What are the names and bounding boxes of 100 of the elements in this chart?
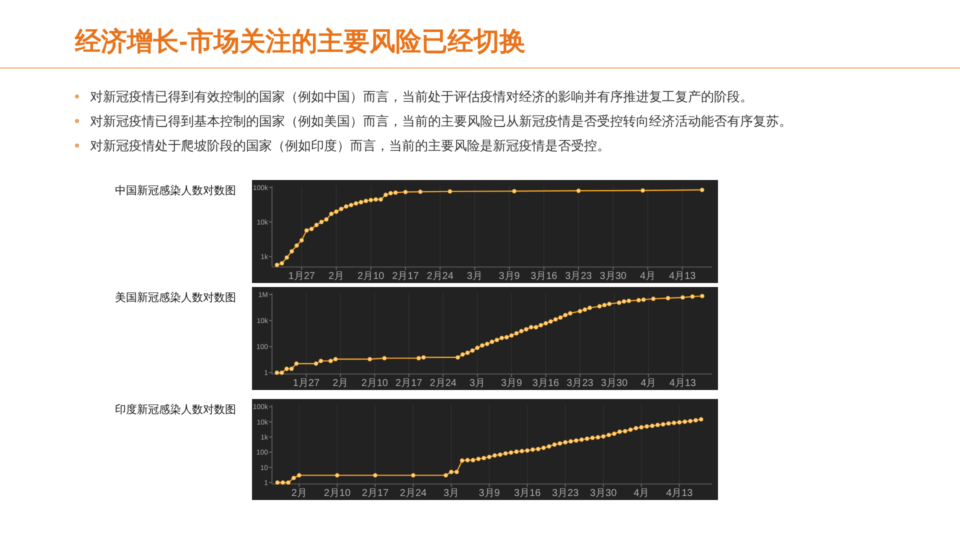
x-tick-label: 1月27 [288,271,316,282]
point [309,226,314,232]
point [444,473,448,478]
x-tick-label: 3月16 [514,488,542,499]
point [334,473,340,478]
point [416,356,421,360]
point [558,315,563,320]
x-tick-label: 3月9 [500,378,523,389]
point [274,370,280,375]
point [536,446,540,452]
point [284,366,289,372]
point [524,327,528,332]
point [348,202,354,208]
point [644,424,650,429]
text: 美国新冠感染人数对数图 [115,291,236,304]
point [579,437,584,442]
point [373,473,378,478]
point [682,419,688,424]
point [314,361,318,366]
x-tick-label: 2月17 [362,488,389,499]
point [563,440,568,444]
point [622,299,626,304]
point [324,217,329,222]
text: 中国新冠感染人数对数图 [115,184,236,197]
x-tick-label: 3月9 [498,271,520,282]
point [520,448,524,454]
point [672,420,676,426]
point [655,422,660,428]
x-tick-label: 4月 [634,488,650,499]
point [602,302,607,308]
point [563,312,568,318]
point [374,197,378,202]
x-tick-label: 3月16 [530,271,558,282]
point [286,480,290,485]
point [574,438,578,443]
point [304,228,309,233]
point [448,189,452,194]
x-tick-label: 2月10 [358,271,385,282]
point [294,243,299,248]
point [339,206,344,212]
point [280,480,286,485]
point [358,200,364,204]
point [470,458,476,462]
point [582,307,588,312]
x-tick-label: 2月24 [400,488,428,499]
x-tick-label: 3月 [466,271,482,282]
point [344,204,348,209]
point [334,209,338,214]
point [677,420,682,424]
x-tick-label: 3月 [470,378,486,389]
point [504,335,509,340]
point [284,255,290,260]
point [480,343,484,348]
point [568,311,572,316]
point [636,298,641,302]
point [680,295,685,300]
point [650,424,654,428]
point [558,441,562,446]
point [578,308,582,314]
point [364,198,368,204]
x-tick-label: 2月24 [430,378,457,389]
point [275,480,280,485]
text: 对新冠疫情处于爬坡阶段的国家（例如印度）而言，当前的主要风险是新冠疫情是否受控。 [90,138,610,153]
point [519,328,524,334]
point [484,342,490,346]
point [449,470,454,474]
point [546,444,552,449]
point [470,348,475,353]
point [289,366,294,372]
point [612,432,616,436]
point [590,436,595,440]
point [368,356,372,362]
point [388,191,393,196]
x-tick-label: 2月10 [361,378,388,389]
point [601,434,606,439]
point [639,425,644,430]
text: 经济增长-市场关注的主要风险已经切换 [74,26,526,56]
point [384,192,388,198]
point [328,358,333,364]
point [299,238,304,242]
point [475,346,480,350]
point [548,319,553,324]
point [607,302,612,306]
point [596,435,600,440]
point [634,426,638,430]
text: 对新冠疫情已得到有效控制的国家（例如中国）而言，当前处于评估疫情对经济的影响并有序推进复工复产的阶段。 [90,89,753,104]
x-tick-label: 4月 [640,378,656,389]
point [628,427,633,432]
point [641,297,646,302]
point [690,294,695,299]
point [296,473,302,478]
point [454,470,459,474]
point [666,296,670,300]
point [514,450,519,454]
point [318,358,324,364]
x-tick-label: 3月23 [565,271,592,282]
point [329,212,334,216]
point [465,458,470,462]
point [494,338,500,342]
point [617,430,622,434]
